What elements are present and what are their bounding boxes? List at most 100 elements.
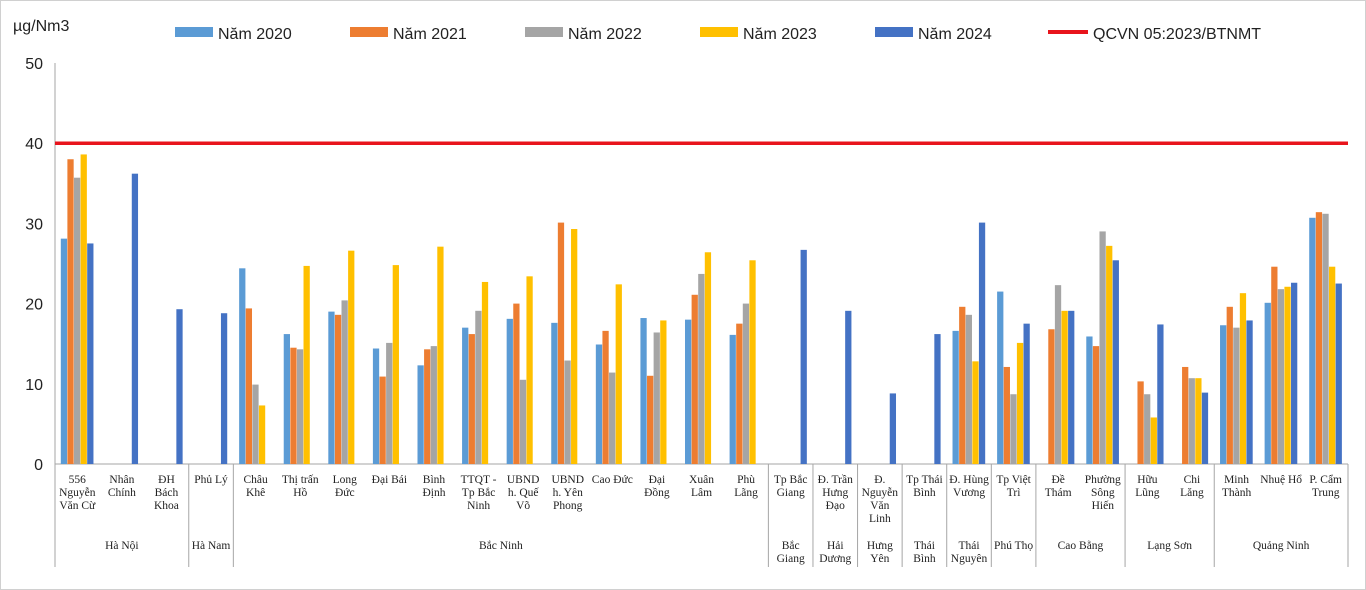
x-tick-label: Lăng	[1180, 487, 1204, 499]
x-tick-label: Bình	[423, 474, 446, 486]
y-tick-label: 20	[25, 297, 43, 314]
bar	[889, 393, 897, 464]
x-tick-label: Giang	[777, 487, 805, 499]
bar	[1264, 302, 1271, 464]
bar	[1150, 417, 1157, 464]
bar	[1195, 378, 1202, 464]
x-tick-label: TTQT -	[461, 474, 497, 486]
x-tick-label: Châu	[243, 474, 268, 486]
bar	[60, 238, 68, 464]
x-tick-label: h. Quế	[508, 486, 540, 499]
bar	[1086, 336, 1093, 464]
bar	[934, 334, 941, 464]
bar	[653, 332, 660, 464]
x-tick-label: Văn Cừ	[59, 500, 96, 512]
bar	[296, 349, 304, 464]
bar	[1092, 346, 1100, 464]
bar	[519, 379, 527, 464]
group-label: Quảng Ninh	[1253, 540, 1310, 552]
x-tick-label: Hữu	[1137, 474, 1158, 486]
bar	[526, 276, 533, 464]
bar	[386, 342, 393, 464]
bar	[1182, 366, 1189, 464]
bar	[67, 159, 74, 465]
group-label: Dương	[819, 553, 851, 565]
group-label: Thái	[958, 540, 979, 552]
bar	[1220, 325, 1227, 464]
legend-swatch	[525, 27, 563, 37]
x-tick-label: 556	[69, 474, 87, 486]
x-tick-label: Phong	[553, 500, 583, 512]
bar	[1016, 342, 1024, 464]
x-tick-label: UBND	[551, 474, 584, 486]
x-tick-label: Chi	[1184, 474, 1201, 486]
x-tick-label: Tp Thái	[906, 474, 943, 486]
x-tick-label: Xuân	[689, 474, 714, 486]
x-tick-label: Đề	[1051, 473, 1064, 486]
bar	[462, 327, 469, 464]
y-axis-label: µg/Nm3	[13, 18, 69, 35]
legend-label: Năm 2021	[393, 26, 467, 43]
bar	[749, 260, 756, 464]
x-tick-label: Nguyễn	[59, 486, 96, 499]
bar	[1048, 329, 1055, 464]
x-tick-label: Minh	[1224, 474, 1249, 486]
x-tick-label: Khê	[246, 487, 265, 499]
x-tick-label: Phường	[1085, 474, 1121, 486]
x-tick-label: Nguyễn	[862, 486, 899, 499]
bar	[1112, 260, 1119, 464]
bar	[1068, 310, 1075, 464]
group-label: Bắc Ninh	[479, 539, 523, 552]
group-label: Bắc	[782, 539, 800, 552]
bar	[1061, 310, 1068, 464]
legend-swatch	[350, 27, 388, 37]
x-tick-label: Thị trấn	[282, 473, 319, 486]
x-tick-label: Khoa	[154, 500, 179, 512]
bar	[557, 222, 565, 464]
x-tick-label: Linh	[869, 513, 891, 525]
x-tick-label: Trì	[1007, 487, 1021, 499]
bar	[430, 346, 437, 464]
bar	[1188, 378, 1195, 464]
legend-label: Năm 2022	[568, 26, 642, 43]
bar	[1291, 282, 1298, 464]
bar	[1144, 394, 1151, 464]
bar	[417, 365, 424, 464]
bar	[647, 375, 654, 464]
bar	[475, 310, 482, 464]
bar	[220, 313, 228, 464]
bar	[965, 314, 972, 464]
y-tick-label: 40	[25, 136, 43, 153]
bar	[698, 273, 705, 464]
bar	[602, 330, 609, 464]
bar	[1246, 320, 1253, 464]
x-tick-label: Võ	[516, 500, 530, 512]
x-tick-label: Lâm	[691, 487, 712, 499]
group-label: Nguyên	[951, 553, 988, 565]
bar	[609, 372, 616, 464]
bar	[736, 323, 743, 464]
bar	[571, 229, 578, 464]
bar	[513, 303, 520, 464]
bar	[1233, 327, 1240, 464]
group-label: Hà Nam	[192, 540, 231, 552]
x-tick-label: Đ. Hùng	[949, 474, 989, 486]
x-tick-label: Hưng	[822, 487, 848, 499]
legend-label: QCVN 05:2023/BTNMT	[1093, 26, 1261, 43]
x-tick-label: ĐH	[158, 474, 175, 486]
bar	[1226, 306, 1233, 464]
x-tick-label: Đức	[335, 487, 355, 499]
legend-label: Năm 2020	[218, 26, 292, 43]
group-label: Phú Thọ	[994, 540, 1033, 552]
bar	[660, 320, 667, 464]
bar	[997, 291, 1004, 464]
x-tick-label: Chính	[108, 487, 136, 499]
x-tick-label: Thám	[1045, 487, 1072, 499]
x-tick-label: Bình	[913, 487, 936, 499]
bar	[691, 294, 698, 464]
x-tick-label: UBND	[507, 474, 540, 486]
bar	[1329, 266, 1336, 464]
y-tick-label: 30	[25, 216, 43, 233]
bar	[245, 308, 253, 464]
y-tick-label: 0	[34, 457, 43, 474]
